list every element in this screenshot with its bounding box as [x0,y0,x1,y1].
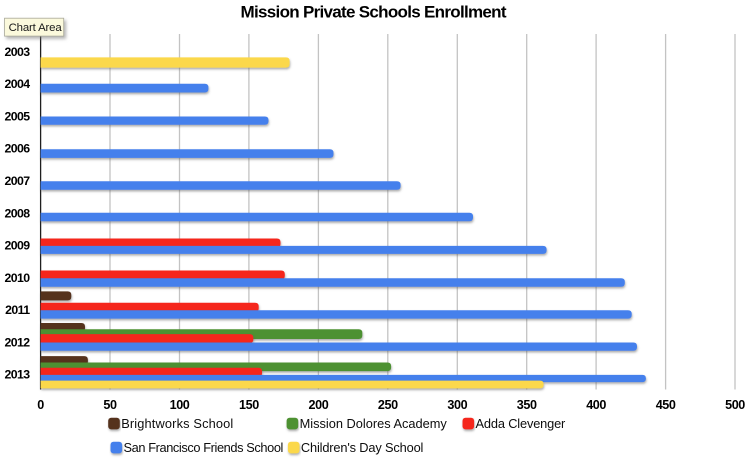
svg-text:2007: 2007 [4,174,30,188]
svg-text:2013: 2013 [4,368,30,382]
svg-text:Children's Day School: Children's Day School [301,440,423,455]
svg-text:San Francisco Friends School: San Francisco Friends School [124,440,284,455]
svg-text:2008: 2008 [4,206,30,220]
svg-text:350: 350 [517,398,537,412]
svg-text:2003: 2003 [4,45,30,59]
svg-text:500: 500 [725,398,745,412]
svg-text:50: 50 [103,398,117,412]
svg-text:Adda Clevenger: Adda Clevenger [476,416,567,431]
svg-text:2010: 2010 [4,271,30,285]
svg-text:450: 450 [656,398,676,412]
svg-text:2012: 2012 [4,335,30,349]
svg-text:Brightworks School: Brightworks School [121,416,233,431]
svg-text:2004: 2004 [4,77,30,91]
svg-text:150: 150 [239,398,259,412]
svg-text:Mission Dolores Academy: Mission Dolores Academy [300,416,448,431]
svg-text:2006: 2006 [4,142,30,156]
svg-text:250: 250 [378,398,398,412]
svg-text:2009: 2009 [4,239,30,253]
svg-text:Mission Private Schools Enroll: Mission Private Schools Enrollment [241,2,507,21]
svg-text:0: 0 [37,398,44,412]
svg-text:100: 100 [170,398,190,412]
svg-text:2011: 2011 [5,303,30,317]
svg-text:200: 200 [308,398,328,412]
svg-text:300: 300 [447,398,467,412]
svg-text:2005: 2005 [4,110,30,124]
svg-text:Chart Area: Chart Area [9,22,63,34]
svg-text:400: 400 [586,398,606,412]
